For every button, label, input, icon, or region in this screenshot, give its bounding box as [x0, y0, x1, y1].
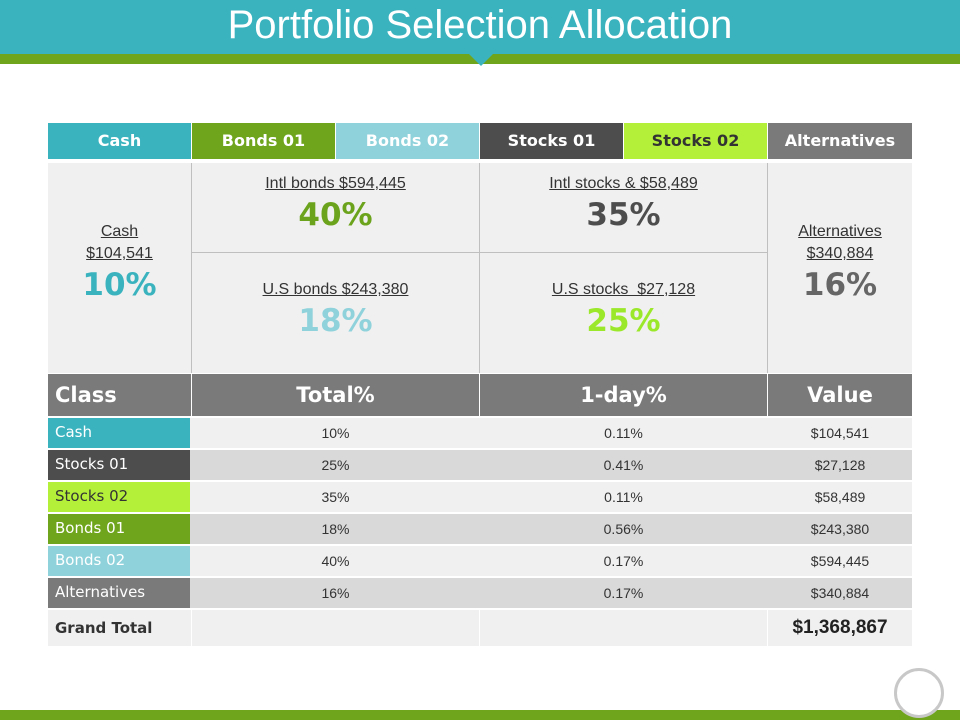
- table-row: Stocks 01 25% 0.41% $27,128: [48, 450, 912, 480]
- row-value: $340,884: [810, 585, 870, 601]
- row-day: 0.17%: [603, 553, 644, 569]
- summary-alternatives-pct: 16%: [802, 267, 878, 303]
- summary-cash-amount: $104,541: [86, 245, 153, 262]
- row-value: $594,445: [810, 553, 870, 569]
- summary-intl-stocks-label: Intl stocks & $58,489: [549, 175, 698, 192]
- summary-alternatives-label: Alternatives: [798, 223, 882, 240]
- category-tabs: Cash Bonds 01 Bonds 02 Stocks 01 Stocks …: [48, 123, 912, 159]
- row-day: 0.56%: [603, 521, 644, 537]
- divider: [191, 252, 768, 253]
- tab-stocks-02[interactable]: Stocks 02: [624, 123, 767, 159]
- summary-us-bonds-label: U.S bonds $243,380: [262, 281, 409, 298]
- row-total: 25%: [321, 457, 350, 473]
- grand-total-label: Grand Total: [48, 610, 190, 646]
- row-day: 0.41%: [603, 457, 644, 473]
- row-value: $27,128: [814, 457, 866, 473]
- row-value: $58,489: [814, 489, 866, 505]
- row-total: 10%: [321, 425, 350, 441]
- summary-us-bonds-pct: 18%: [298, 303, 373, 339]
- row-class-stocks-01: Stocks 01: [48, 450, 190, 480]
- divider: [191, 163, 192, 373]
- summary-us-stocks: U.S stocks $27,128 25%: [480, 279, 767, 341]
- row-day: 0.17%: [603, 585, 644, 601]
- row-value: $104,541: [810, 425, 870, 441]
- summary-us-stocks-label: U.S stocks $27,128: [551, 281, 696, 298]
- divider: [767, 610, 768, 646]
- grand-total-value: $1,368,867: [792, 617, 888, 638]
- summary-intl-stocks-pct: 35%: [586, 197, 661, 233]
- summary-intl-bonds-pct: 40%: [298, 197, 373, 233]
- column-header-class: Class: [55, 383, 117, 407]
- page-title: Portfolio Selection Allocation: [227, 3, 733, 47]
- row-total: 35%: [321, 489, 350, 505]
- divider: [191, 610, 192, 646]
- title-notch: [469, 54, 493, 66]
- divider: [479, 374, 480, 416]
- summary-us-stocks-pct: 25%: [586, 303, 661, 339]
- row-value: $243,380: [810, 521, 870, 537]
- circle-icon: [894, 668, 944, 718]
- table-row: Bonds 02 40% 0.17% $594,445: [48, 546, 912, 576]
- column-header-total: Total%: [296, 383, 375, 407]
- summary-intl-bonds-label: Intl bonds $594,445: [265, 175, 406, 192]
- footer-accent-bar: [0, 710, 960, 720]
- row-day: 0.11%: [604, 425, 643, 441]
- table-header: Class Total% 1-day% Value: [48, 374, 912, 416]
- tab-stocks-01[interactable]: Stocks 01: [480, 123, 623, 159]
- summary-us-bonds: U.S bonds $243,380 18%: [192, 279, 479, 341]
- column-header-1day: 1-day%: [580, 383, 667, 407]
- summary-intl-bonds: Intl bonds $594,445 40%: [192, 173, 479, 235]
- row-class-bonds-02: Bonds 02: [48, 546, 190, 576]
- summary-alternatives: Alternatives $340,884 16%: [768, 221, 912, 305]
- row-total: 18%: [321, 521, 350, 537]
- row-day: 0.11%: [604, 489, 643, 505]
- table-row: Cash 10% 0.11% $104,541: [48, 418, 912, 448]
- row-class-alternatives: Alternatives: [48, 578, 190, 608]
- divider: [479, 163, 480, 373]
- summary-panel: Cash $104,541 10% Intl bonds $594,445 40…: [48, 163, 912, 373]
- row-total: 40%: [321, 553, 350, 569]
- row-class-stocks-02: Stocks 02: [48, 482, 190, 512]
- summary-cash: Cash $104,541 10%: [48, 221, 191, 305]
- summary-intl-stocks: Intl stocks & $58,489 35%: [480, 173, 767, 235]
- table-row: Bonds 01 18% 0.56% $243,380: [48, 514, 912, 544]
- divider: [767, 374, 768, 416]
- row-class-cash: Cash: [48, 418, 190, 448]
- summary-cash-label: Cash: [100, 223, 139, 240]
- row-total: 16%: [321, 585, 350, 601]
- row-class-bonds-01: Bonds 01: [48, 514, 190, 544]
- grand-total-row: Grand Total $1,368,867: [48, 610, 912, 646]
- title-bar: [0, 0, 960, 54]
- divider: [191, 374, 192, 416]
- summary-alternatives-amount: $340,884: [806, 245, 874, 262]
- divider: [767, 163, 768, 373]
- column-header-value: Value: [807, 383, 873, 407]
- summary-cash-pct: 10%: [82, 267, 157, 303]
- divider: [479, 610, 480, 646]
- tab-alternatives[interactable]: Alternatives: [768, 123, 912, 159]
- tab-cash[interactable]: Cash: [48, 123, 191, 159]
- table-row: Alternatives 16% 0.17% $340,884: [48, 578, 912, 608]
- tab-bonds-02[interactable]: Bonds 02: [336, 123, 479, 159]
- table-row: Stocks 02 35% 0.11% $58,489: [48, 482, 912, 512]
- tab-bonds-01[interactable]: Bonds 01: [192, 123, 335, 159]
